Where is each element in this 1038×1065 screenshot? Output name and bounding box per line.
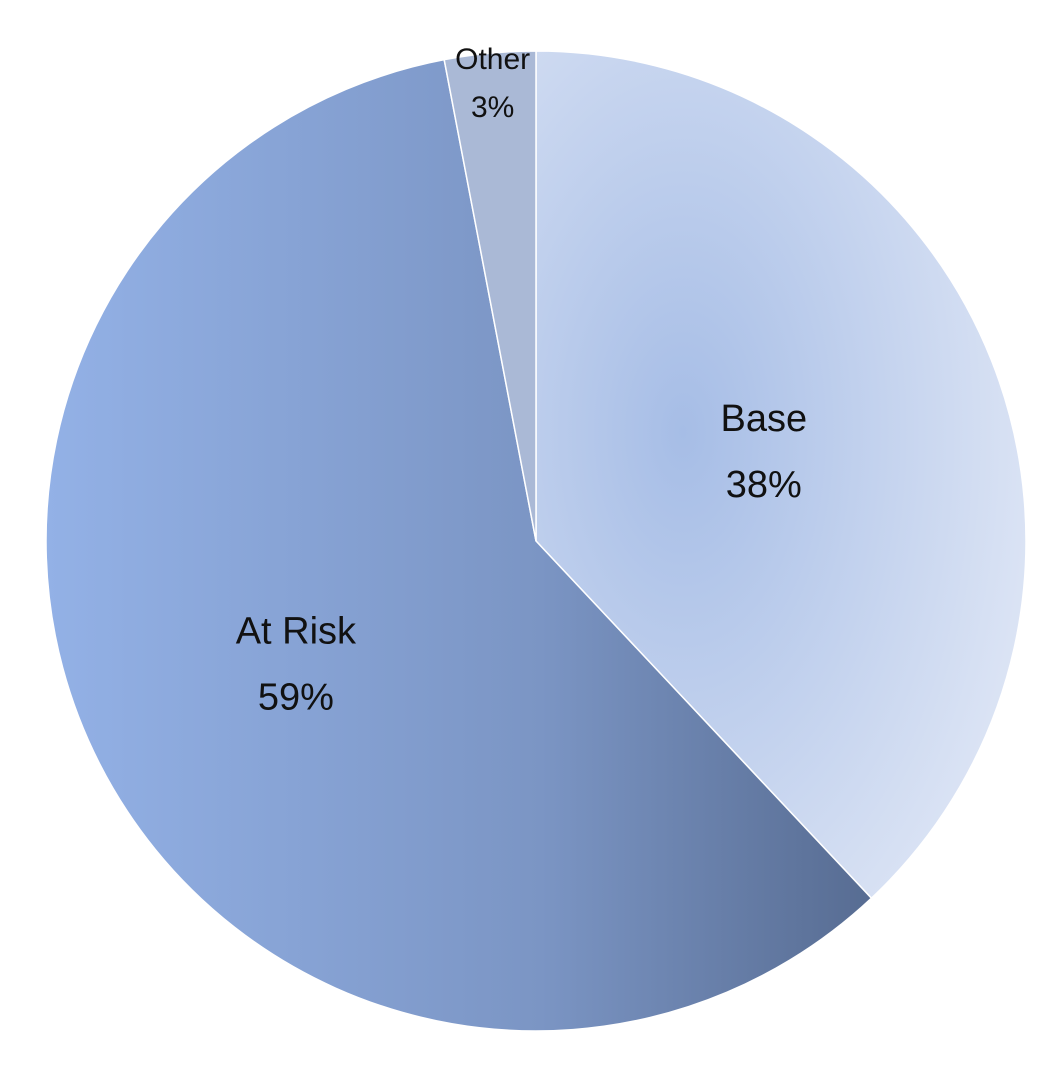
slice-label-other: Other 3%	[455, 43, 530, 124]
slice-label-base: Base 38%	[720, 398, 807, 506]
slice-label-name-base: Base	[720, 398, 807, 440]
slice-label-name-at-risk: At Risk	[236, 611, 357, 653]
slice-label-at-risk: At Risk 59%	[236, 611, 357, 719]
slice-label-name-other: Other	[455, 43, 530, 76]
slices-layer	[45, 50, 1027, 1032]
pie-slice-other	[443, 50, 537, 542]
slice-label-percent-at-risk: 59%	[258, 677, 334, 719]
pie-slice-at-risk	[45, 58, 873, 1032]
labels-layer: Base 38% At Risk 59% Other 3%	[236, 43, 807, 719]
slice-label-percent-other: 3%	[471, 91, 514, 124]
pie-slice-base	[535, 50, 1027, 900]
slice-label-percent-base: 38%	[726, 464, 802, 506]
